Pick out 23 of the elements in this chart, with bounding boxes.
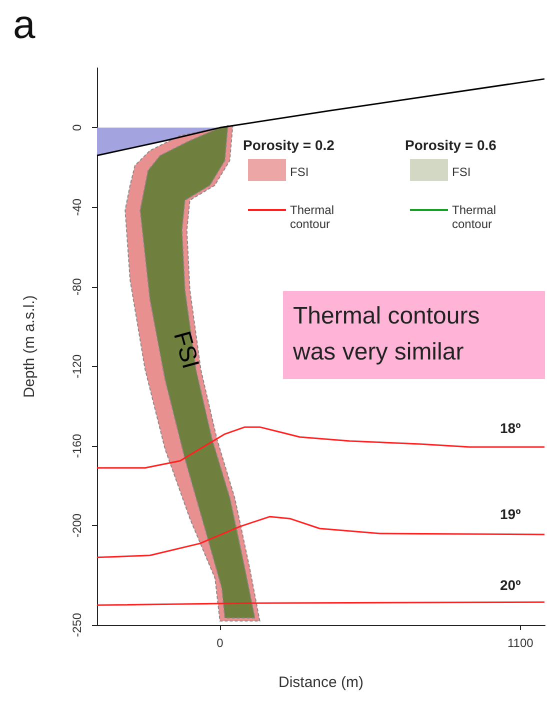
chart-title: a	[13, 3, 36, 47]
annotation: 18º	[500, 420, 521, 436]
annotation: Porosity = 0.2	[243, 137, 335, 153]
annotation: Thermal contours was very similar	[292, 302, 480, 366]
legend-label: Thermal contour	[290, 203, 334, 231]
y-tick-label: -200	[70, 513, 84, 538]
y-tick-label: 0	[70, 124, 84, 132]
line-series	[96, 78, 546, 156]
x-axis-title: Distance (m)	[278, 674, 364, 691]
legend-label: FSI	[290, 165, 309, 179]
y-tick-label: -160	[70, 434, 84, 458]
annotation: 19º	[500, 506, 521, 522]
annotation: Porosity = 0.6	[405, 137, 497, 153]
y-tick-label: -120	[70, 354, 84, 378]
y-tick-label: -80	[70, 278, 84, 296]
annotation: FSI	[168, 328, 204, 372]
legend-label: Thermal contour	[452, 203, 496, 231]
y-tick-label: -40	[70, 198, 84, 216]
y-tick-label: -250	[70, 612, 84, 638]
annotation: 20º	[500, 577, 521, 593]
legend-label: FSI	[452, 165, 471, 179]
x-tick-label: 1100	[508, 636, 534, 650]
y-axis-title: Depth (m a.s.l.)	[21, 295, 38, 398]
